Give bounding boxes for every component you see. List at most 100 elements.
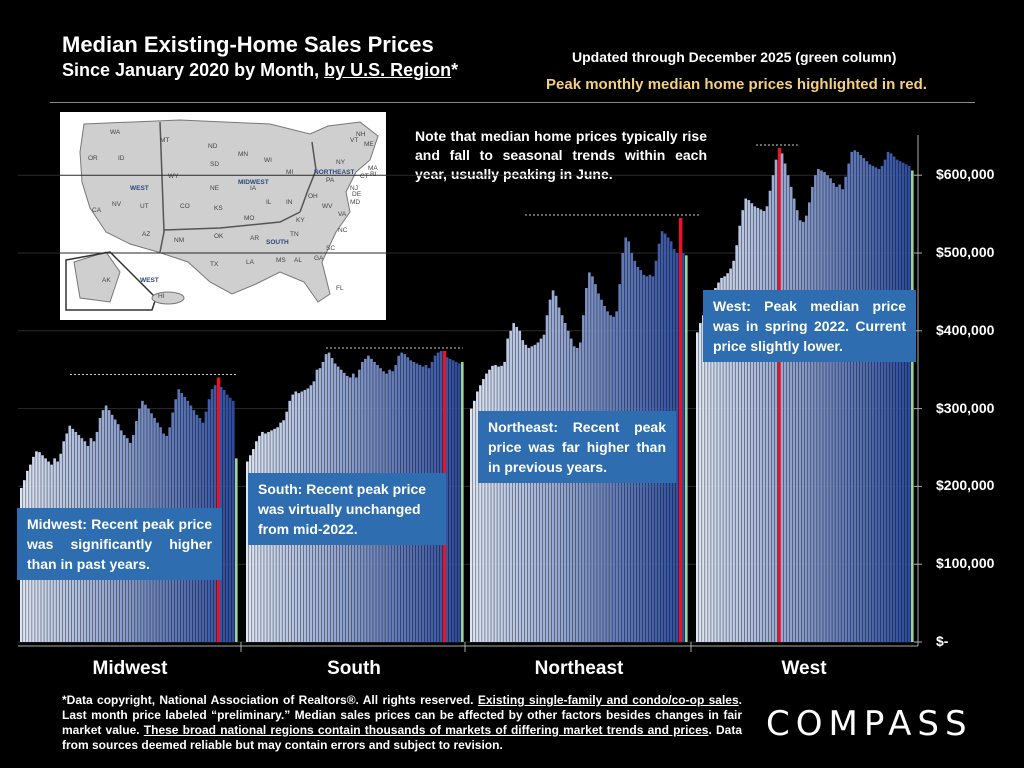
bar bbox=[783, 163, 787, 642]
y-tick-label: $600,000 bbox=[936, 166, 995, 183]
y-tick-label: $400,000 bbox=[936, 321, 995, 338]
bar bbox=[768, 190, 772, 642]
bar bbox=[762, 210, 766, 642]
bar bbox=[801, 221, 805, 642]
footnote-part1: *Data copyright, National Association of… bbox=[62, 693, 478, 707]
bar bbox=[892, 156, 896, 642]
bar bbox=[883, 159, 887, 642]
footnote-part2: . Last month price labeled “preliminary.… bbox=[62, 693, 743, 737]
bar bbox=[451, 360, 455, 642]
header-divider bbox=[50, 102, 975, 103]
bar bbox=[907, 165, 911, 642]
bar bbox=[732, 260, 735, 642]
west-callout: West: Peak median price was in spring 20… bbox=[703, 290, 916, 362]
map-state-sd: SD bbox=[210, 161, 219, 168]
peak-bar bbox=[678, 217, 683, 643]
bar bbox=[811, 186, 814, 642]
bar bbox=[457, 363, 461, 642]
bar bbox=[503, 361, 506, 642]
bar bbox=[759, 209, 763, 642]
bar bbox=[569, 338, 573, 642]
bar bbox=[895, 159, 899, 642]
bar bbox=[808, 202, 811, 642]
bar bbox=[856, 151, 860, 643]
bar bbox=[850, 151, 854, 643]
footnote: *Data copyright, National Association of… bbox=[62, 693, 742, 753]
bar bbox=[566, 330, 570, 642]
midwest-callout: Midwest: Recent peak price was significa… bbox=[17, 508, 222, 580]
bar bbox=[485, 373, 488, 642]
map-state-nv: NV bbox=[112, 201, 122, 208]
bar bbox=[889, 153, 893, 642]
bar bbox=[798, 220, 802, 642]
map-state-ma: MA bbox=[368, 165, 378, 172]
bar bbox=[886, 151, 890, 643]
bar bbox=[865, 161, 869, 643]
bar bbox=[542, 334, 546, 642]
map-state-co: CO bbox=[180, 203, 190, 210]
chart-title: Median Existing-Home Sales Prices bbox=[62, 32, 434, 57]
bar bbox=[527, 347, 531, 642]
map-state-oh: OH bbox=[308, 193, 318, 200]
bar bbox=[231, 400, 235, 642]
subtitle-region-link[interactable]: by U.S. Region bbox=[324, 60, 452, 80]
map-state-ny: NY bbox=[336, 159, 346, 166]
region-label-west: West bbox=[781, 658, 827, 679]
bar bbox=[765, 206, 769, 642]
bar bbox=[494, 365, 497, 642]
footnote-link-sales[interactable]: Existing single-family and condo/co-op s… bbox=[477, 693, 739, 707]
bar bbox=[454, 361, 458, 642]
us-mainland-shape bbox=[79, 119, 379, 303]
map-state-ok: OK bbox=[214, 233, 224, 240]
map-state-nd: ND bbox=[208, 143, 218, 150]
bar bbox=[521, 340, 525, 642]
bar bbox=[482, 379, 485, 642]
subtitle-suffix: * bbox=[451, 60, 459, 80]
map-state-ar: AR bbox=[250, 235, 259, 242]
bar bbox=[533, 344, 537, 642]
bar bbox=[780, 153, 784, 642]
map-state-wi: WI bbox=[264, 157, 272, 164]
bar bbox=[445, 357, 449, 642]
bar bbox=[880, 165, 884, 642]
y-tick-label: $100,000 bbox=[936, 555, 995, 572]
map-state-or: OR bbox=[88, 155, 98, 162]
bar bbox=[448, 358, 452, 642]
region-label-northeast: Northeast bbox=[534, 658, 624, 679]
latest-bar bbox=[234, 458, 238, 642]
bar bbox=[735, 245, 738, 642]
bar bbox=[789, 186, 793, 642]
bar bbox=[222, 389, 226, 642]
south-callout: South: Recent peak price was virtually u… bbox=[248, 473, 446, 545]
map-state-la: LA bbox=[246, 259, 255, 266]
map-state-in: IN bbox=[286, 199, 293, 206]
bar bbox=[826, 175, 829, 642]
map-state-vt: VT bbox=[350, 137, 358, 144]
map-state-me: ME bbox=[364, 141, 374, 148]
bar bbox=[820, 170, 823, 643]
bar bbox=[838, 184, 841, 642]
bar bbox=[500, 365, 503, 642]
y-tick-label: $500,000 bbox=[936, 244, 995, 260]
map-state-id: ID bbox=[118, 155, 125, 162]
bar bbox=[859, 154, 863, 643]
map-state-ct: CT bbox=[360, 173, 369, 180]
bar bbox=[497, 366, 500, 642]
footnote-link-regions[interactable]: These broad national regions contain tho… bbox=[143, 723, 709, 737]
bar bbox=[792, 198, 796, 643]
bar bbox=[786, 175, 790, 642]
bar bbox=[747, 200, 751, 642]
bar bbox=[681, 253, 685, 642]
bar bbox=[823, 172, 826, 642]
latest-bar bbox=[910, 170, 914, 643]
map-region-label: NORTHEAST bbox=[314, 169, 354, 176]
map-state-mo: MO bbox=[244, 215, 254, 222]
bar bbox=[515, 326, 519, 642]
bar bbox=[246, 461, 249, 642]
map-state-pa: PA bbox=[326, 177, 335, 184]
map-state-il: IL bbox=[266, 199, 272, 206]
bar bbox=[699, 323, 702, 642]
bar bbox=[750, 203, 754, 642]
bar bbox=[228, 397, 232, 642]
